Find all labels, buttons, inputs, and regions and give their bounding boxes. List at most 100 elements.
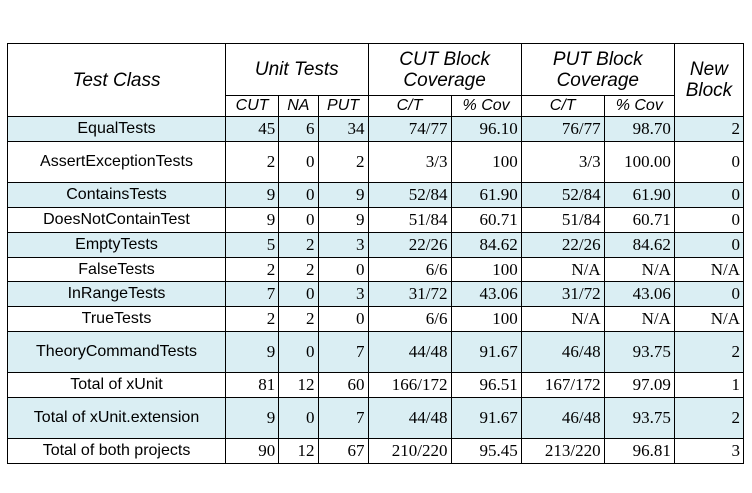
subheader-put-pct-cov: % Cov [603,95,675,117]
put-pct-cov-cell: 93.75 [603,331,675,373]
header-unit-tests: Unit Tests [225,43,369,96]
put-cell: 9 [317,182,369,208]
header-cut-block-coverage: CUT Block Coverage [367,43,522,96]
cut-ct-cell: 51/84 [367,207,452,233]
cut-cell: 5 [225,232,280,258]
na-cell: 6 [278,116,319,142]
na-cell: 0 [278,281,319,307]
cut-ct-cell: 6/6 [367,257,452,282]
cut-cell: 9 [225,182,280,208]
put-ct-cell: 46/48 [520,397,605,439]
put-ct-cell: N/A [520,306,605,332]
na-cell: 12 [278,438,319,464]
put-cell: 7 [317,397,369,439]
cut-pct-cov-cell: 91.67 [450,331,522,373]
put-cell: 9 [317,207,369,233]
put-pct-cov-cell: 43.06 [603,281,675,307]
new-block-cell: 2 [673,116,745,142]
na-cell: 0 [278,207,319,233]
test-class-cell: Total of both projects [6,438,227,464]
cut-pct-cov-cell: 96.10 [450,116,522,142]
subheader-cut-ct: C/T [367,95,452,117]
put-cell: 34 [317,116,369,142]
coverage-table: Test Class Unit Tests CUT Block Coverage… [6,43,745,464]
new-block-cell: 0 [673,141,745,183]
table-row: Total of xUnit.extension 9 0 7 44/48 91.67 46/… [6,397,745,439]
cut-cell: 2 [225,141,280,183]
cut-ct-cell: 22/26 [367,232,452,258]
put-ct-cell: 76/77 [520,116,605,142]
cut-cell: 45 [225,116,280,142]
header-test-class: Test Class [6,43,227,117]
na-cell: 0 [278,182,319,208]
cut-cell: 9 [225,207,280,233]
put-cell: 2 [317,141,369,183]
cut-cell: 81 [225,372,280,398]
table-row: DoesNotContainTest 9 0 9 51/84 60.71 51/84 60.7… [6,207,745,233]
test-class-cell: TheoryCommandTests [6,331,227,373]
cut-ct-cell: 44/48 [367,397,452,439]
put-ct-cell: 213/220 [520,438,605,464]
test-class-cell: EqualTests [6,116,227,142]
subheader-cut: CUT [225,95,280,117]
cut-pct-cov-cell: 100 [450,257,522,282]
cut-pct-cov-cell: 91.67 [450,397,522,439]
test-class-cell: Total of xUnit.extension [6,397,227,439]
test-class-cell: TrueTests [6,306,227,332]
cut-ct-cell: 44/48 [367,331,452,373]
test-class-cell: InRangeTests [6,281,227,307]
na-cell: 2 [278,232,319,258]
put-ct-cell: 31/72 [520,281,605,307]
na-cell: 2 [278,257,319,282]
cut-cell: 2 [225,306,280,332]
test-class-cell: FalseTests [6,257,227,282]
cut-cell: 9 [225,331,280,373]
new-block-cell: N/A [673,257,745,282]
table-row: TheoryCommandTests 9 0 7 44/48 91.67 46/48 93.7… [6,331,745,373]
new-block-cell: 0 [673,281,745,307]
put-pct-cov-cell: 60.71 [603,207,675,233]
put-pct-cov-cell: 93.75 [603,397,675,439]
put-cell: 0 [317,306,369,332]
cut-pct-cov-cell: 84.62 [450,232,522,258]
cut-ct-cell: 31/72 [367,281,452,307]
new-block-cell: N/A [673,306,745,332]
put-pct-cov-cell: 97.09 [603,372,675,398]
cut-pct-cov-cell: 43.06 [450,281,522,307]
put-ct-cell: N/A [520,257,605,282]
header-put-block-coverage: PUT Block Coverage [520,43,675,96]
cut-ct-cell: 210/220 [367,438,452,464]
subheader-na: NA [278,95,319,117]
cut-cell: 9 [225,397,280,439]
put-pct-cov-cell: 61.90 [603,182,675,208]
test-class-cell: DoesNotContainTest [6,207,227,233]
put-pct-cov-cell: N/A [603,257,675,282]
put-pct-cov-cell: 96.81 [603,438,675,464]
header-new-block: New Block [673,43,745,117]
cut-cell: 7 [225,281,280,307]
na-cell: 0 [278,141,319,183]
subheader-put-ct: C/T [520,95,605,117]
table-row: AssertExceptionTests 2 0 2 3/3 100 3/3 100.00 0 [6,141,745,183]
put-cell: 0 [317,257,369,282]
put-ct-cell: 51/84 [520,207,605,233]
table-row: FalseTests 2 2 0 6/6 100 N/A N/A N/A [6,257,745,282]
cut-ct-cell: 74/77 [367,116,452,142]
table-row: Total of xUnit 81 12 60 166/172 96.51 167/172 9… [6,372,745,398]
cut-ct-cell: 3/3 [367,141,452,183]
test-class-cell: AssertExceptionTests [6,141,227,183]
put-cell: 3 [317,232,369,258]
new-block-cell: 2 [673,331,745,373]
new-block-cell: 2 [673,397,745,439]
na-cell: 0 [278,397,319,439]
test-class-cell: Total of xUnit [6,372,227,398]
put-pct-cov-cell: 98.70 [603,116,675,142]
cut-pct-cov-cell: 95.45 [450,438,522,464]
table-row: InRangeTests 7 0 3 31/72 43.06 31/72 43.06 0 [6,281,745,307]
new-block-cell: 3 [673,438,745,464]
test-class-cell: ContainsTests [6,182,227,208]
put-pct-cov-cell: 84.62 [603,232,675,258]
subheader-put: PUT [317,95,369,117]
table-row: EqualTests 45 6 34 74/77 96.10 76/77 98.70 2 [6,116,745,142]
put-ct-cell: 167/172 [520,372,605,398]
